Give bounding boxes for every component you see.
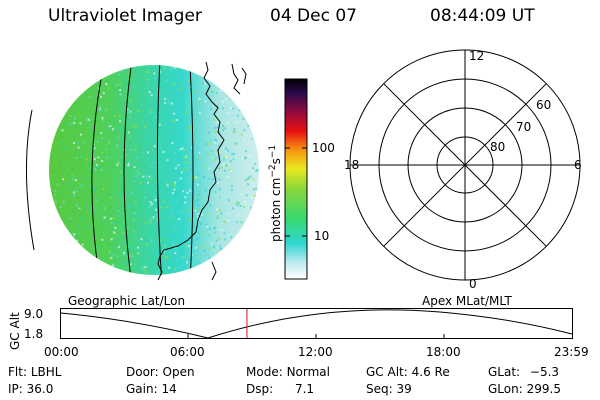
meridian-line — [189, 65, 194, 275]
glat-status: GLat: −5.3 — [488, 365, 559, 379]
earth-disc — [49, 65, 259, 275]
glon-label: GLon: — [488, 382, 523, 396]
glon-value: 299.5 — [526, 382, 561, 396]
seq-label: Seq: — [366, 382, 393, 396]
altitude-timeline — [60, 308, 573, 339]
polar-diagonal — [383, 83, 547, 247]
colorbar-unit-s: s — [269, 158, 283, 165]
glat-value: −5.3 — [529, 365, 560, 379]
date-label: 04 Dec 07 — [270, 6, 357, 26]
meridian-line — [91, 65, 105, 275]
ip-status: IP: 36.0 — [8, 382, 53, 396]
gc-alt-status: GC Alt: 4.6 Re — [366, 365, 450, 379]
time-tick-2359: 23:59 — [554, 345, 589, 359]
door-label: Door: — [126, 365, 159, 379]
timeline-right-label: Apex MLat/MLT — [422, 294, 512, 308]
gain-value: 14 — [161, 382, 177, 396]
gc-alt-value: 4.6 Re — [411, 365, 450, 379]
timeline-left-label: Geographic Lat/Lon — [68, 294, 186, 308]
polar-label-6: 6 — [574, 158, 582, 172]
mode-value: Normal — [286, 365, 330, 379]
timeline-y-bottom: 1.8 — [24, 327, 44, 341]
timeline-axis-label: GC Alt — [8, 312, 22, 350]
colorbar-unit-label: photon cm−2s−1 — [268, 145, 283, 242]
gc-alt-label: GC Alt: — [366, 365, 408, 379]
filter-value: LBHL — [30, 365, 62, 379]
color-scale-gradient — [284, 78, 308, 280]
meridian-line — [26, 109, 35, 251]
door-value: Open — [162, 365, 195, 379]
filter-status: Flt: LBHL — [8, 365, 61, 379]
gain-label: Gain: — [126, 382, 158, 396]
door-status: Door: Open — [126, 365, 195, 379]
earth-uv-image — [26, 61, 259, 281]
altitude-curve — [60, 309, 573, 339]
glon-status: GLon: 299.5 — [488, 382, 561, 396]
color-scale-bar — [284, 78, 308, 280]
time-label: 08:44:09 UT — [430, 6, 535, 26]
glat-label: GLat: — [488, 365, 521, 379]
polar-mlat-mlt-plot: 12 0 18 6 60 70 80 — [344, 49, 582, 290]
colorbar-unit-exp1: −2 — [268, 164, 278, 178]
timeline-ticks — [187, 334, 445, 338]
polar-label-12: 12 — [469, 49, 484, 63]
timeline-frame — [60, 308, 573, 339]
mode-status: Mode: Normal — [246, 365, 330, 379]
timeline-y-top: 9.0 — [24, 307, 44, 321]
dsp-value: 7.1 — [294, 382, 315, 396]
meridian-line — [123, 65, 133, 275]
dsp-status: Dsp: 7.1 — [246, 382, 314, 396]
dsp-label: Dsp: — [246, 382, 274, 396]
polar-label-18: 18 — [344, 158, 359, 172]
seq-value: 39 — [396, 382, 412, 396]
polar-ring-label-70: 70 — [516, 120, 531, 134]
ip-value: 36.0 — [26, 382, 54, 396]
coastline — [211, 261, 217, 281]
polar-label-0: 0 — [469, 277, 477, 290]
colorbar-unit-exp2: −1 — [268, 144, 278, 159]
seq-status: Seq: 39 — [366, 382, 412, 396]
time-tick-1800: 18:00 — [426, 345, 461, 359]
time-tick-0600: 06:00 — [170, 345, 205, 359]
coastline — [231, 63, 241, 95]
mode-label: Mode: — [246, 365, 283, 379]
colorbar-unit-text: photon cm — [269, 177, 283, 242]
colorbar-tick-100: 100 — [312, 141, 335, 155]
filter-label: Flt: — [8, 365, 27, 379]
coastline — [241, 67, 247, 85]
gain-status: Gain: 14 — [126, 382, 177, 396]
ip-label: IP: — [8, 382, 23, 396]
instrument-title: Ultraviolet Imager — [48, 6, 202, 26]
time-tick-0000: 00:00 — [44, 345, 79, 359]
colorbar-tick-10: 10 — [314, 229, 330, 243]
polar-ring-label-60: 60 — [536, 98, 551, 112]
time-tick-1200: 12:00 — [298, 345, 333, 359]
polar-ring-label-80: 80 — [490, 140, 505, 154]
coastline — [157, 61, 225, 281]
